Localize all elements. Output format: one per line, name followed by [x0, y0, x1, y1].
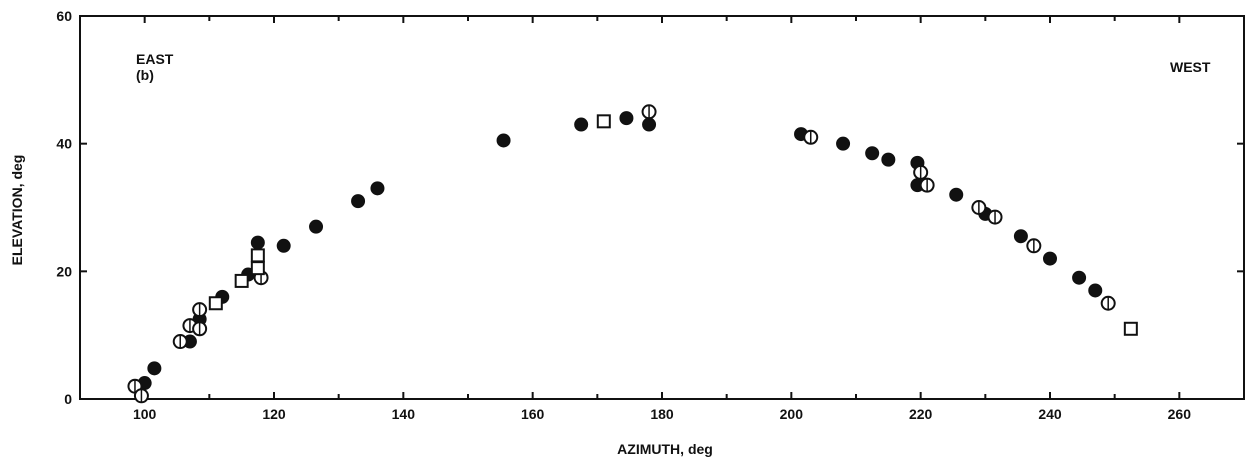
x-axis-label: AZIMUTH, deg — [617, 441, 713, 457]
open-circle-point — [192, 302, 208, 318]
plot-frame — [79, 15, 1245, 400]
open-square-point — [250, 261, 265, 276]
filled-circle-point — [574, 117, 589, 132]
y-axis-label: ELEVATION, deg — [9, 155, 25, 266]
data-points — [127, 104, 1138, 404]
filled-circle-point — [836, 136, 851, 151]
filled-circle-point — [865, 146, 880, 161]
open-circle-point — [919, 177, 935, 193]
filled-circle-point — [1013, 229, 1028, 244]
y-tick-label: 60 — [56, 8, 72, 24]
filled-circle-point — [881, 152, 896, 167]
y-tick-label: 20 — [56, 263, 72, 279]
x-tick-label: 260 — [1168, 406, 1192, 422]
filled-circle-point — [619, 111, 634, 126]
filled-circle-point — [250, 235, 265, 250]
open-circle-point — [971, 200, 987, 215]
filled-circle-point — [1043, 251, 1057, 266]
open-circle-point — [1026, 238, 1042, 254]
open-square-point — [1123, 321, 1138, 336]
filled-circle-point — [370, 181, 385, 196]
open-circle-point — [913, 164, 929, 180]
open-square-point — [596, 114, 611, 129]
filled-circle-point — [147, 361, 162, 376]
filled-circle-point — [949, 187, 964, 202]
y-axis: 0 20 40 60 — [56, 8, 1244, 407]
filled-circle-point — [276, 238, 291, 253]
x-tick-label: 220 — [909, 406, 933, 422]
open-circle-point — [1100, 295, 1116, 311]
open-square-point — [250, 248, 265, 263]
filled-circle-point — [642, 117, 657, 132]
filled-circle-point — [1072, 270, 1087, 285]
plot-border — [79, 15, 1245, 400]
x-tick-label: 120 — [262, 406, 286, 422]
open-circle-point — [172, 334, 188, 350]
x-tick-label: 140 — [392, 406, 416, 422]
open-circle-point — [987, 209, 1003, 225]
x-tick-label: 240 — [1038, 406, 1062, 422]
filled-circle-point — [496, 133, 511, 148]
filled-circle-point — [1088, 283, 1103, 298]
y-tick-label: 40 — [56, 136, 72, 152]
open-square-point — [208, 296, 223, 311]
x-tick-label: 100 — [133, 406, 157, 422]
open-circle-point — [192, 321, 208, 337]
x-tick-label: 180 — [650, 406, 674, 422]
open-circle-point — [803, 129, 819, 145]
open-square-point — [234, 273, 249, 288]
x-tick-label: 200 — [780, 406, 804, 422]
open-circle-point — [641, 104, 657, 120]
filled-circle-point — [309, 219, 324, 234]
x-tick-label: 160 — [521, 406, 545, 422]
filled-circle-point — [351, 194, 366, 209]
y-tick-label: 0 — [64, 391, 72, 407]
east-sub-annotation: (b) — [136, 67, 154, 83]
east-annotation: EAST — [136, 51, 174, 67]
open-circle-point — [133, 388, 149, 404]
west-annotation: WEST — [1170, 59, 1211, 75]
x-axis: 100 120 140 160 180 200 220 240 260 — [133, 16, 1245, 422]
